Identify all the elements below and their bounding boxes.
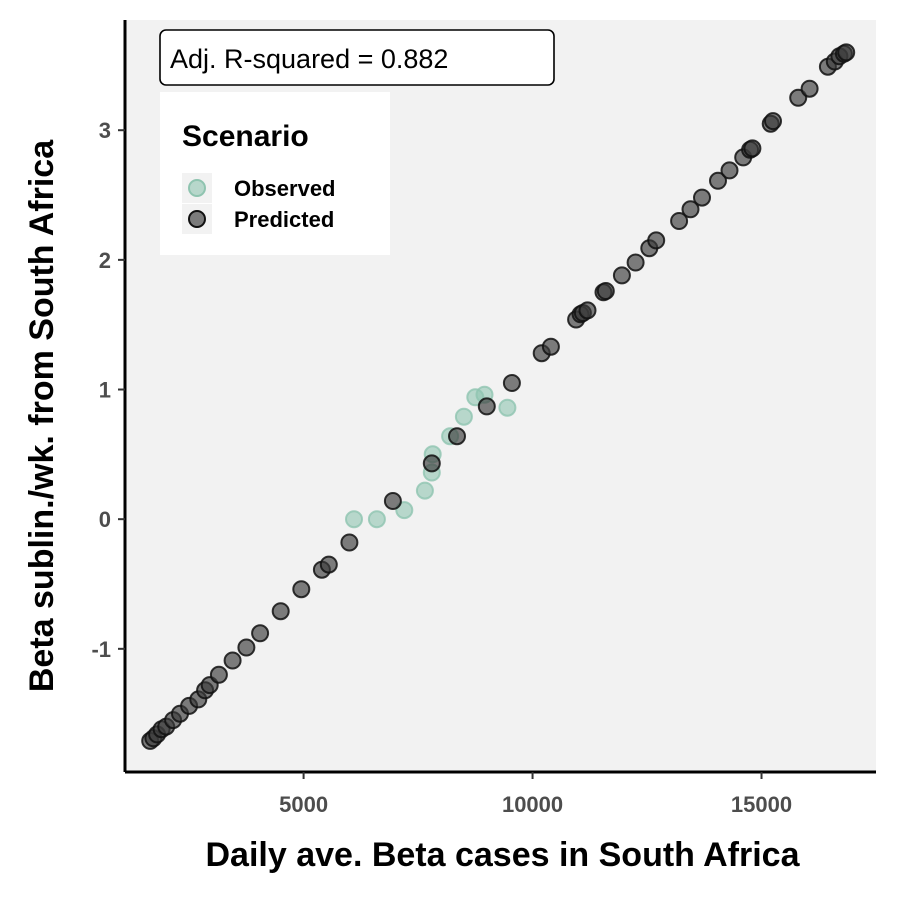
- legend: Scenario Observed Predicted: [160, 92, 390, 255]
- data-point: [345, 510, 363, 529]
- data-point: [454, 407, 473, 426]
- data-point: [681, 200, 700, 219]
- data-point: [237, 638, 256, 657]
- y-tick-label: 2: [99, 248, 111, 273]
- data-point: [340, 533, 359, 552]
- data-point: [292, 580, 311, 599]
- data-point: [541, 337, 560, 356]
- r-squared-annotation: Adj. R-squared = 0.882: [159, 29, 555, 86]
- legend-marker: [188, 210, 206, 228]
- y-tick-label: -1: [91, 637, 111, 662]
- data-point: [477, 397, 496, 416]
- y-axis-title: Beta sublin./wk. from South Africa: [23, 139, 61, 692]
- x-tick-label: 10000: [502, 792, 563, 817]
- legend-entries: Observed Predicted: [182, 173, 336, 234]
- x-tick-label: 15000: [731, 792, 792, 817]
- legend-label: Predicted: [234, 207, 334, 232]
- data-point: [800, 79, 819, 98]
- y-tick-label: 3: [99, 118, 111, 143]
- data-point: [596, 282, 615, 300]
- series-predicted: [141, 43, 856, 750]
- data-point: [383, 492, 402, 510]
- legend-title: Scenario: [182, 120, 309, 153]
- legend-label: Observed: [234, 176, 336, 201]
- data-point: [415, 481, 434, 500]
- data-point: [837, 43, 856, 62]
- x-axis-ticks: 5000 10000 15000: [279, 772, 792, 817]
- y-axis-ticks: -1 0 1 2 3: [91, 118, 125, 662]
- data-point: [271, 602, 290, 621]
- points-layer: [141, 43, 856, 750]
- data-point: [743, 139, 762, 158]
- data-point: [764, 112, 782, 131]
- data-point: [709, 171, 727, 190]
- data-point: [223, 651, 242, 670]
- y-tick-label: 1: [99, 378, 111, 403]
- data-point: [612, 266, 631, 285]
- data-point: [578, 301, 597, 320]
- data-point: [670, 212, 689, 230]
- data-point: [626, 253, 645, 272]
- annotation-text: Adj. R-squared = 0.882: [170, 44, 448, 74]
- data-point: [209, 665, 228, 684]
- data-point: [693, 188, 711, 207]
- data-point: [647, 231, 666, 250]
- data-point: [502, 374, 521, 392]
- data-point: [367, 510, 386, 529]
- data-point: [448, 427, 466, 446]
- y-tick-label: 0: [99, 507, 111, 532]
- x-axis-title: Daily ave. Beta cases in South Africa: [206, 836, 801, 874]
- data-point: [720, 161, 739, 180]
- legend-marker: [188, 179, 206, 197]
- data-point: [498, 398, 517, 417]
- data-point: [251, 624, 270, 643]
- data-point: [422, 454, 441, 473]
- x-tick-label: 5000: [279, 792, 328, 817]
- data-point: [319, 555, 338, 574]
- annotation-box: [159, 29, 555, 86]
